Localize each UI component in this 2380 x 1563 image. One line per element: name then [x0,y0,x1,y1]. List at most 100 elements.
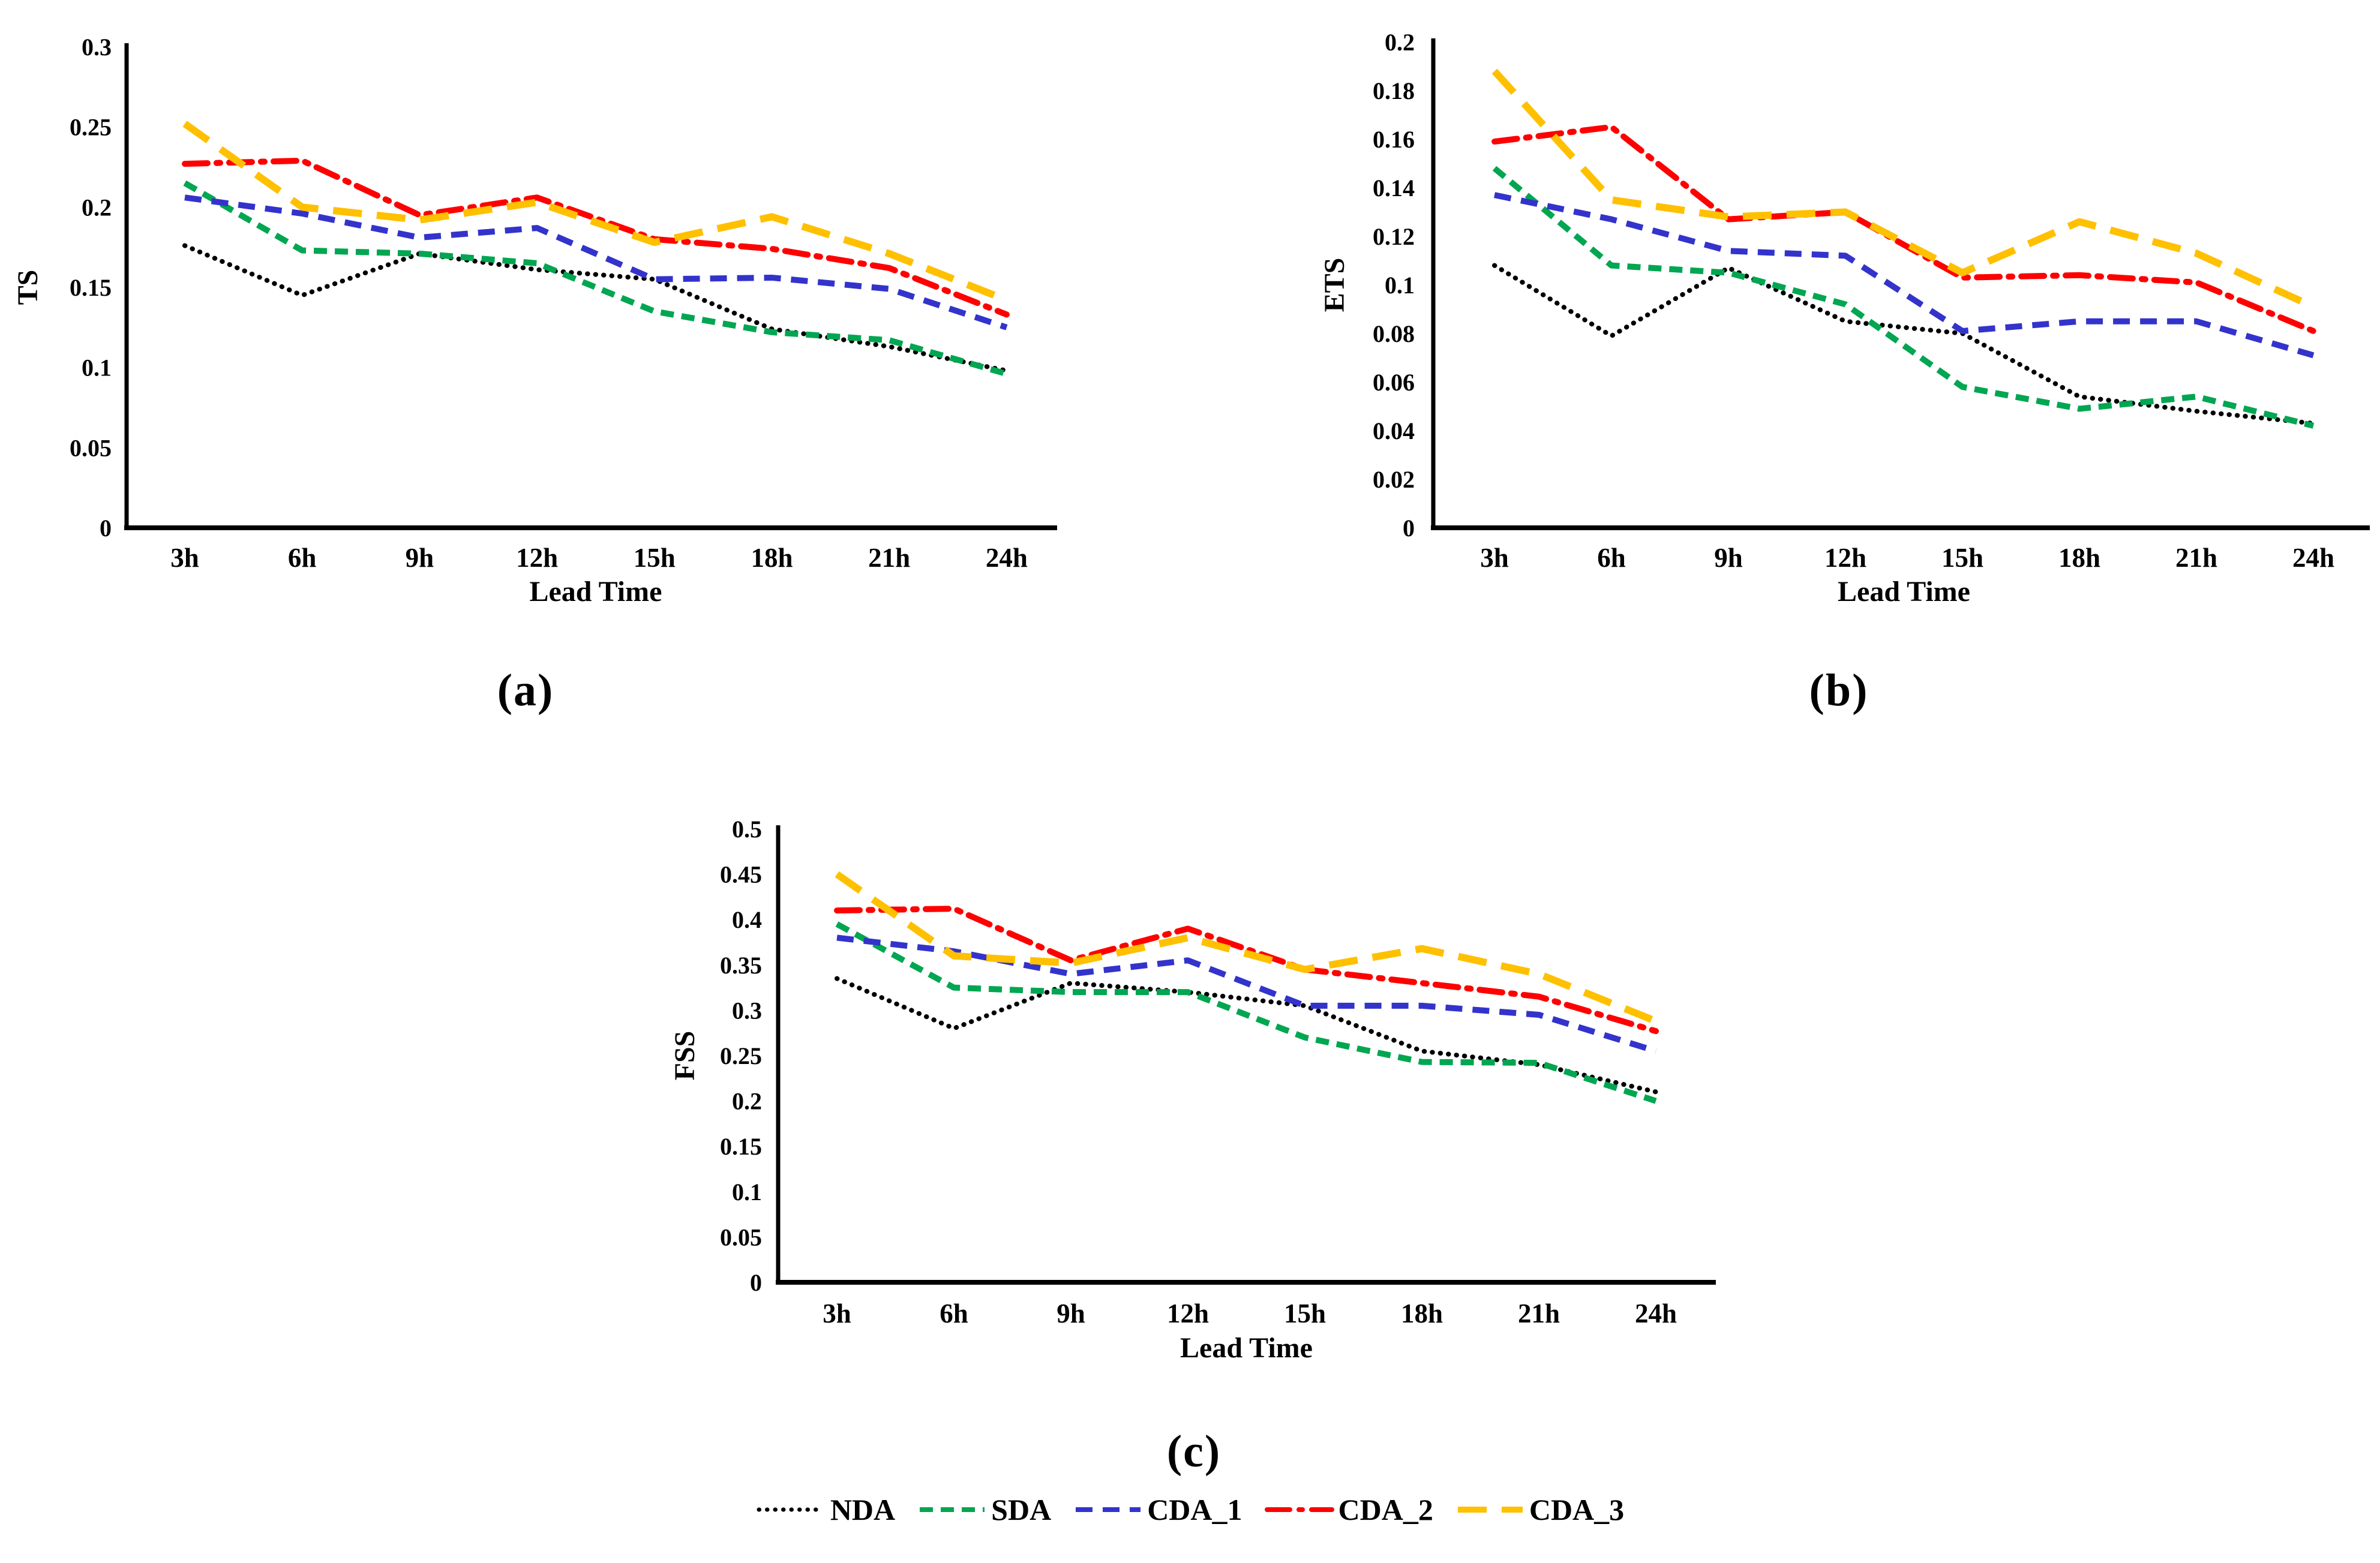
x-tick-label: 24h [2292,543,2334,573]
cda_3-line-sample-icon [1457,1507,1523,1513]
series-line-CDA_3 [182,121,1009,303]
y-tick-label: 0.45 [720,861,762,888]
y-tick-label: 0.2 [732,1088,762,1115]
y-tick-label: 0.05 [720,1224,762,1251]
cda_2-line-sample-icon [1264,1507,1334,1512]
x-tick-label: 3h [1480,543,1509,573]
legend-label: CDA_1 [1147,1493,1242,1526]
x-tick-label: 24h [1635,1299,1677,1328]
x-tick-label: 15h [1284,1299,1326,1328]
x-tick-label: 12h [1167,1299,1209,1328]
x-tick-label: 15h [634,543,676,573]
series-line-NDA [1492,263,2316,426]
x-axis-title: Lead Time [529,576,662,608]
y-tick-label: 0.1 [1385,272,1415,299]
y-tick-label: 0.1 [732,1179,762,1206]
x-tick-label: 12h [1824,543,1866,573]
caption-a: (a) [497,665,554,716]
y-axis-title: TS [12,270,44,305]
x-tick-label: 24h [986,543,1028,573]
chart-panel-ts: 0 0.05 0.1 0.15 0.2 0.25 0.3 3h 6h 9h 12h 15h 18h 21h… [0,0,1200,750]
y-tick-label: 0.15 [70,274,112,301]
chart-panel-fss: 0 0.05 0.1 0.15 0.2 0.25 0.3 0.35 0.4 0.45 0.5 3h 6h… [660,771,1800,1520]
y-tick-label: 0.12 [1373,223,1415,250]
y-tick-label: 0 [750,1269,762,1296]
series-line-CDA_1 [836,934,1657,1054]
x-tick-label: 18h [2058,543,2100,573]
fss-line-chart: 0 0.05 0.1 0.15 0.2 0.25 0.3 0.35 0.4 0.45 0.5 3h 6h… [669,816,1716,1364]
ets-line-chart: 0 0.02 0.04 0.06 0.08 0.1 0.12 0.14 0.16 0.18 0.2 3… [1319,29,2370,608]
x-tick-label: 18h [751,543,793,573]
y-tick-label: 0.02 [1373,466,1415,493]
legend-label: CDA_3 [1529,1493,1625,1526]
x-tick-label: 18h [1401,1299,1443,1328]
sda-line-sample-icon [920,1507,985,1512]
nda-line-sample-icon [757,1507,826,1512]
series-line-SDA [1492,166,2315,429]
y-tick-label: 0 [1403,515,1415,542]
series-line-CDA_3 [1491,68,2315,310]
y-tick-label: 0.15 [720,1133,762,1160]
legend-label: CDA_2 [1338,1493,1433,1526]
y-tick-label: 0.2 [1385,29,1415,56]
legend-item-cda_2: CDA_2 [1264,1492,1433,1527]
ts-line-chart: 0 0.05 0.1 0.15 0.2 0.25 0.3 3h 6h 9h 12h 15h 18h 21h… [12,34,1057,608]
x-tick-label: 3h [823,1299,851,1328]
x-axis-title: Lead Time [1838,576,1970,608]
legend-label: NDA [830,1493,896,1526]
y-tick-label: 0.16 [1373,126,1415,153]
chart-panel-ets: 0 0.02 0.04 0.06 0.08 0.1 0.12 0.14 0.16 0.18 0.2 3… [1260,0,2380,750]
series-line-SDA [835,921,1657,1104]
x-tick-label: 21h [868,543,910,573]
series-line-NDA [182,243,1009,374]
series-line-CDA_1 [1493,192,2315,359]
y-tick-label: 0.05 [70,434,112,461]
series-line-CDA_2 [182,157,1010,318]
series-legend: NDA SDA CDA_1 CDA_2 CDA_3 [0,1492,2380,1527]
y-tick-label: 0.35 [720,952,762,979]
series-line-CDA_1 [184,194,1008,330]
x-tick-label: 15h [1941,543,1983,573]
y-tick-label: 0.14 [1373,175,1415,202]
x-tick-label: 9h [406,543,434,573]
series-line-NDA [835,976,1658,1095]
y-tick-label: 0.2 [82,194,112,221]
y-tick-label: 0.5 [732,816,762,843]
x-tick-label: 6h [940,1299,968,1328]
y-axis-title: FSS [669,1031,701,1081]
cda_1-line-sample-icon [1076,1507,1141,1512]
x-tick-label: 3h [170,543,199,573]
y-tick-label: 0 [100,515,112,542]
x-tick-label: 9h [1057,1299,1085,1328]
series-line-SDA [183,180,1008,377]
series-line-CDA_2 [834,906,1659,1035]
y-tick-label: 0.3 [732,997,762,1024]
legend-item-nda: NDA [756,1492,895,1527]
x-tick-label: 9h [1714,543,1743,573]
x-tick-label: 21h [1518,1299,1560,1328]
x-tick-label: 12h [516,543,558,573]
series-line-CDA_3 [835,871,1658,1025]
caption-b: (b) [1809,665,1869,716]
x-tick-label: 6h [288,543,317,573]
legend-item-cda_3: CDA_3 [1455,1492,1624,1527]
y-axis-title: ETS [1319,258,1350,312]
y-tick-label: 0.3 [82,34,112,61]
y-tick-label: 0.25 [70,114,112,141]
y-tick-label: 0.04 [1373,417,1415,444]
legend-item-cda_1: CDA_1 [1073,1492,1242,1527]
y-tick-label: 0.18 [1373,77,1415,104]
y-tick-label: 0.25 [720,1042,762,1069]
y-tick-label: 0.1 [82,354,112,381]
x-axis-title: Lead Time [1180,1332,1313,1364]
x-tick-label: 21h [2175,543,2217,573]
y-tick-label: 0.4 [732,906,762,933]
legend-item-sda: SDA [917,1492,1051,1527]
series-line-CDA_2 [1491,124,2316,334]
legend-label: SDA [991,1493,1052,1526]
caption-c: (c) [1166,1426,1221,1477]
y-tick-label: 0.06 [1373,369,1415,396]
y-tick-label: 0.08 [1373,320,1415,347]
x-tick-label: 6h [1597,543,1626,573]
